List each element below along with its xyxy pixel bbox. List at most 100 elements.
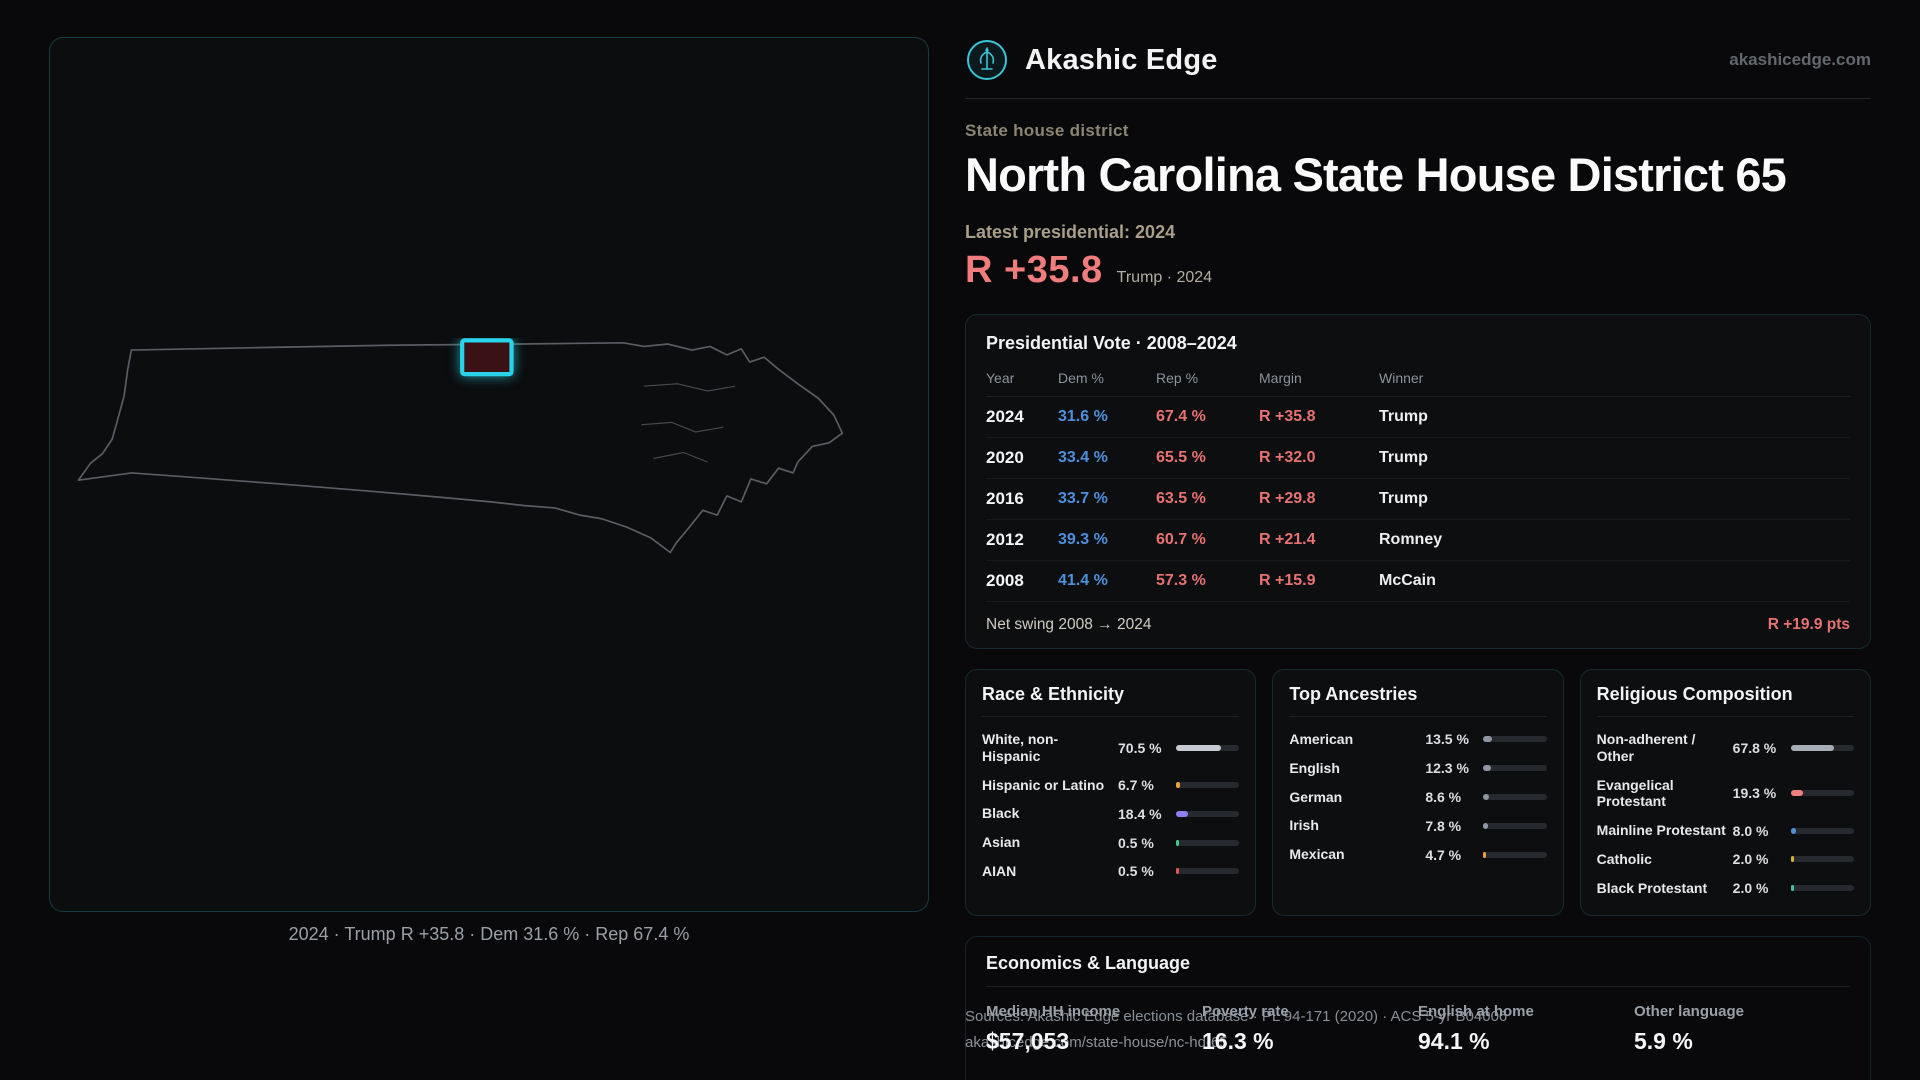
district-65-highlight[interactable] bbox=[460, 338, 514, 377]
stat-value: $57,053 bbox=[986, 1027, 1070, 1054]
demo-label: American bbox=[1289, 731, 1354, 747]
bar-track bbox=[1176, 744, 1240, 751]
presidential-table-row: 2008 41.4 % 57.3 % R +15.9 McCain bbox=[986, 561, 1850, 602]
economics-language-card: Economics & Language Median HH income $5… bbox=[965, 935, 1871, 1080]
north-carolina-map bbox=[77, 338, 844, 554]
page-title: North Carolina State House District 65 bbox=[965, 148, 1787, 201]
stat-block: Median HH income $57,053 bbox=[986, 1003, 1202, 1055]
map-caption: 2024 · Trump R +35.8 · Dem 31.6 % · Rep … bbox=[288, 924, 690, 944]
bar-track bbox=[1483, 765, 1547, 772]
bar-track bbox=[1790, 744, 1854, 751]
stat-block: English at home 94.1 % bbox=[1418, 1003, 1634, 1055]
stat-block: Other language 5.9 % bbox=[1634, 1003, 1850, 1055]
presidential-table-row: 2024 31.6 % 67.4 % R +35.8 Trump bbox=[986, 397, 1850, 438]
demo-label: English bbox=[1289, 759, 1340, 776]
year-cell: 2020 bbox=[986, 448, 1024, 467]
stat-value: 16.3 % bbox=[1202, 1027, 1274, 1054]
demo-label: German bbox=[1289, 788, 1343, 805]
presidential-vote-card: Presidential Vote · 2008–2024 Year Dem %… bbox=[965, 314, 1871, 649]
bar-track bbox=[1176, 839, 1240, 846]
presidential-table-header: Year Dem % Rep % Margin Winner bbox=[986, 370, 1850, 397]
demo-value: 0.5 % bbox=[1118, 863, 1154, 880]
demo-label: AIAN bbox=[982, 862, 1017, 879]
report-panel: Akashic Edge akashicedge.com State house… bbox=[965, 36, 1871, 1080]
economics-stats: Median HH income $57,053 Poverty rate 16… bbox=[986, 1003, 1850, 1055]
demo-row-item: Mainline Protestant 8.0 % bbox=[1597, 816, 1854, 845]
demo-value: 4.7 % bbox=[1425, 846, 1462, 863]
stat-label: Median HH income bbox=[986, 1002, 1121, 1020]
demo-label: Irish bbox=[1289, 817, 1319, 834]
dem-pct-cell: 31.6 % bbox=[1058, 408, 1108, 425]
demo-row-item: American 13.5 % bbox=[1289, 725, 1547, 754]
margin-cell: R +29.8 bbox=[1259, 490, 1316, 507]
bar-fill bbox=[1483, 822, 1489, 829]
winner-cell: Romney bbox=[1379, 531, 1443, 548]
demo-label: Mainline Protestant bbox=[1596, 822, 1726, 839]
presidential-table-row: 2012 39.3 % 60.7 % R +21.4 Romney bbox=[986, 520, 1850, 561]
year-cell: 2024 bbox=[986, 407, 1024, 426]
demo-label: Asian bbox=[982, 834, 1021, 851]
presidential-table-row: 2020 33.4 % 65.5 % R +32.0 Trump bbox=[986, 438, 1850, 479]
permalink[interactable]: akashicedge.com/state-house/nc-hd-65 bbox=[965, 1033, 1228, 1051]
net-swing-label: Net swing 2008 → 2024 bbox=[986, 616, 1152, 633]
coastal-sound-detail bbox=[641, 421, 724, 433]
bar-fill bbox=[1176, 781, 1181, 788]
year-cell: 2012 bbox=[986, 530, 1024, 549]
demo-value: 12.3 % bbox=[1425, 760, 1469, 777]
rep-pct-cell: 63.5 % bbox=[1156, 490, 1206, 507]
bar-fill bbox=[1790, 885, 1794, 892]
demo-value: 6.7 % bbox=[1118, 776, 1154, 793]
net-swing-value: R +19.9 pts bbox=[1767, 616, 1850, 633]
demo-value: 18.4 % bbox=[1118, 805, 1162, 822]
bar-track bbox=[1790, 885, 1854, 892]
demographics-row: Race & Ethnicity White, non-Hispanic 70.… bbox=[965, 669, 1871, 916]
demo-row-item: German 8.6 % bbox=[1289, 783, 1547, 812]
demo-value: 70.5 % bbox=[1118, 739, 1162, 756]
demo-label: Black bbox=[982, 805, 1020, 822]
state-outline bbox=[77, 341, 844, 554]
akashic-edge-logo[interactable] bbox=[965, 38, 1009, 82]
brand-name: Akashic Edge bbox=[1025, 43, 1218, 76]
rep-pct-cell: 60.7 % bbox=[1156, 531, 1206, 548]
demo-row-item: White, non-Hispanic 70.5 % bbox=[982, 725, 1240, 771]
margin-row: R +35.8 Trump · 2024 bbox=[965, 249, 1871, 292]
bar-track bbox=[1176, 781, 1240, 788]
presidential-table-row: 2016 33.7 % 63.5 % R +29.8 Trump bbox=[986, 479, 1850, 520]
top-ancestries-title: Top Ancestries bbox=[1289, 684, 1547, 717]
net-swing-row: Net swing 2008 → 2024 R +19.9 pts bbox=[986, 602, 1850, 634]
bar-fill bbox=[1790, 790, 1803, 797]
coastal-sound-detail bbox=[643, 383, 736, 392]
bar-fill bbox=[1176, 868, 1179, 875]
demo-label: Black Protestant bbox=[1596, 879, 1708, 896]
margin-cell: R +35.8 bbox=[1259, 408, 1316, 425]
bar-fill bbox=[1176, 744, 1221, 751]
demo-row-item: Irish 7.8 % bbox=[1289, 811, 1547, 840]
demo-value: 2.0 % bbox=[1732, 880, 1769, 897]
sources-line: Sources: Akashic Edge elections database… bbox=[965, 1008, 1508, 1025]
demo-row-item: Asian 0.5 % bbox=[982, 828, 1240, 857]
column-header-dem: Dem % bbox=[1058, 370, 1104, 386]
demo-row-item: Mexican 4.7 % bbox=[1289, 840, 1547, 869]
column-header-winner: Winner bbox=[1379, 370, 1424, 386]
bar-track bbox=[1483, 793, 1547, 800]
rep-pct-cell: 57.3 % bbox=[1156, 572, 1206, 589]
sources-footer: Sources: Akashic Edge elections database… bbox=[965, 1004, 1507, 1055]
bar-track bbox=[1483, 851, 1547, 858]
stat-value: 94.1 % bbox=[1418, 1027, 1490, 1054]
margin-context: Trump · 2024 bbox=[1116, 269, 1213, 286]
demo-label: Hispanic or Latino bbox=[982, 776, 1105, 793]
bar-fill bbox=[1790, 744, 1834, 751]
demo-row-item: AIAN 0.5 % bbox=[982, 857, 1240, 886]
domain-link[interactable]: akashicedge.com bbox=[1729, 50, 1871, 69]
rep-pct-cell: 65.5 % bbox=[1156, 449, 1206, 466]
bar-fill bbox=[1483, 851, 1487, 858]
stat-label: Poverty rate bbox=[1202, 1002, 1289, 1020]
header-divider bbox=[965, 98, 1871, 99]
demo-label: White, non-Hispanic bbox=[982, 731, 1059, 764]
bar-track bbox=[1790, 827, 1854, 834]
religious-composition-title: Religious Composition bbox=[1596, 684, 1854, 717]
top-ancestries-card: Top Ancestries American 13.5 % English 1… bbox=[1272, 669, 1564, 916]
bar-fill bbox=[1790, 856, 1794, 863]
economics-language-title: Economics & Language bbox=[986, 953, 1850, 987]
